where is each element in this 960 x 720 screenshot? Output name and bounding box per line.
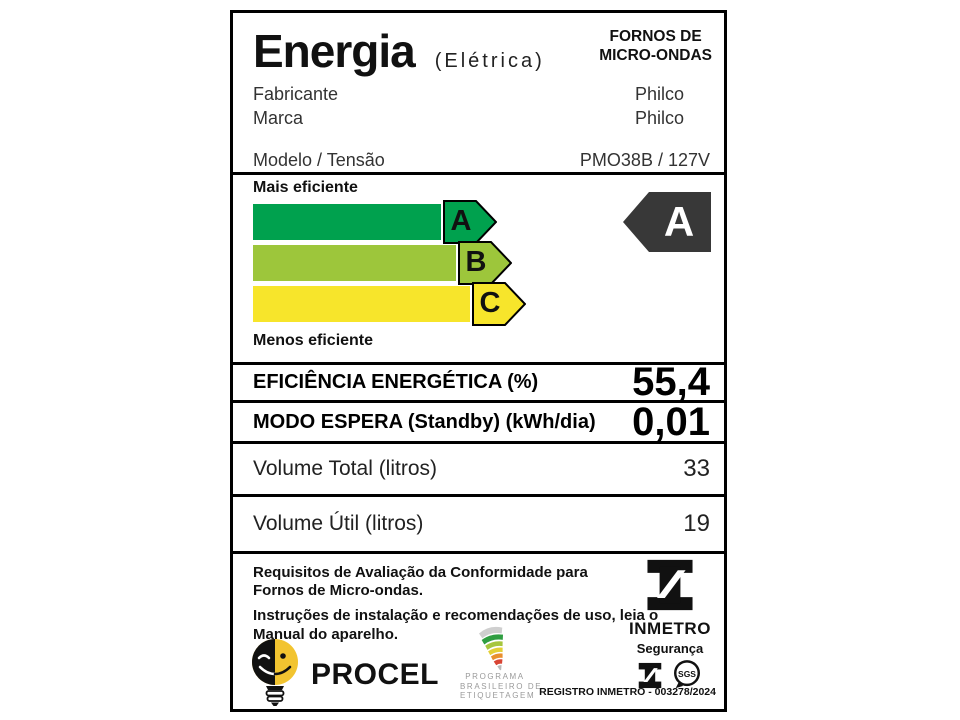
procel-logo: PROCEL [249, 637, 439, 707]
rating-arrow-icon: A [622, 191, 712, 253]
bar-letter-a: A [450, 205, 472, 237]
less-efficient-label: Menos eficiente [253, 332, 374, 349]
bar-rect-b [253, 245, 456, 281]
bar-rect-c [253, 286, 470, 322]
field-fabricante: Fabricante Philco [253, 84, 710, 105]
sgs-logo-icon: SGS [674, 660, 700, 689]
certification-row: SGS [620, 659, 720, 691]
field-label: Fabricante [253, 84, 339, 104]
requirements-line2: Fornos de Micro-ondas. [253, 582, 424, 599]
metric-label: Volume Total (litros) [253, 457, 438, 480]
inmetro-logo-icon [647, 559, 693, 611]
inmetro-small-icon [638, 662, 662, 688]
instructions-line1: Instruções de instalação e recomendações… [253, 607, 659, 624]
seguranca-label: Segurança [636, 641, 704, 656]
bar-arrowhead-a: A [443, 200, 497, 244]
divider [233, 400, 724, 403]
divider [233, 441, 724, 444]
metric-label: Volume Útil (litros) [253, 512, 424, 535]
title-suffix: (Elétrica) [434, 50, 545, 72]
pbe-swirl-icon [479, 626, 504, 671]
page-title: Energia [253, 25, 416, 77]
divider [233, 172, 724, 175]
metric-row-volume-total: Volume Total (litros) 33 [253, 444, 710, 494]
pbe-line3: ETIQUETAGEM [460, 691, 536, 700]
bar-arrowhead-c: C [472, 282, 526, 326]
metric-row-standby: MODO ESPERA (Standby) (kWh/dia) 0,01 [253, 400, 710, 444]
metric-row-volume-util: Volume Útil (litros) 19 [253, 497, 710, 551]
more-efficient-label: Mais eficiente [253, 179, 358, 196]
pbe-line1: PROGRAMA [465, 672, 525, 681]
field-label: Modelo / Tensão [253, 150, 385, 170]
metric-value: 33 [683, 455, 710, 482]
field-modelo-tensao: Modelo / Tensão PMO38B / 127V [253, 150, 710, 171]
metric-value: 19 [683, 510, 710, 537]
svg-text:SGS: SGS [678, 669, 696, 679]
metric-label: MODO ESPERA (Standby) (kWh/dia) [253, 410, 596, 433]
field-value: Philco [634, 108, 684, 128]
pbe-logo: PROGRAMA BRASILEIRO DE ETIQUETAGEM [460, 625, 543, 701]
requirements-text: Requisitos de Avaliação da Conformidade … [253, 564, 588, 600]
metric-value: 55,4 [632, 360, 710, 404]
procel-bulb-icon [252, 639, 298, 706]
field-label: Marca [253, 108, 304, 128]
instructions-line2: Manual do aparelho. [253, 626, 399, 643]
divider [233, 362, 724, 365]
divider [233, 551, 724, 554]
category-line2: MICRO-ONDAS [599, 47, 712, 64]
category-line1: FORNOS DE [609, 28, 702, 45]
inmetro-registry: REGISTRO INMETRO - 003278/2024 [539, 686, 716, 698]
bar-letter-b: B [465, 246, 487, 278]
energy-label: Energia (Elétrica) FORNOS DE MICRO-ONDAS… [230, 10, 727, 712]
field-value: PMO38B / 127V [579, 150, 710, 170]
bar-rect-a [253, 204, 441, 240]
title-row: Energia (Elétrica) [253, 24, 545, 78]
pbe-line2: BRASILEIRO DE [460, 681, 543, 691]
inmetro-block: INMETRO Segurança SGS [620, 558, 720, 691]
product-category: FORNOS DE MICRO-ONDAS [599, 27, 712, 65]
metric-label: EFICIÊNCIA ENERGÉTICA (%) [253, 370, 539, 393]
field-marca: Marca Philco [253, 108, 710, 129]
bar-arrowhead-b: B [458, 241, 512, 285]
requirements-line1: Requisitos de Avaliação da Conformidade … [253, 564, 588, 581]
divider [233, 494, 724, 497]
metric-value: 0,01 [632, 400, 710, 444]
bar-letter-c: C [479, 287, 501, 319]
inmetro-label: INMETRO [629, 619, 711, 638]
metric-row-efficiency: EFICIÊNCIA ENERGÉTICA (%) 55,4 [253, 360, 710, 404]
field-value: Philco [634, 84, 684, 104]
rating-letter: A [663, 198, 695, 245]
instructions-text: Instruções de instalação e recomendações… [253, 606, 658, 644]
procel-label: PROCEL [311, 658, 440, 691]
